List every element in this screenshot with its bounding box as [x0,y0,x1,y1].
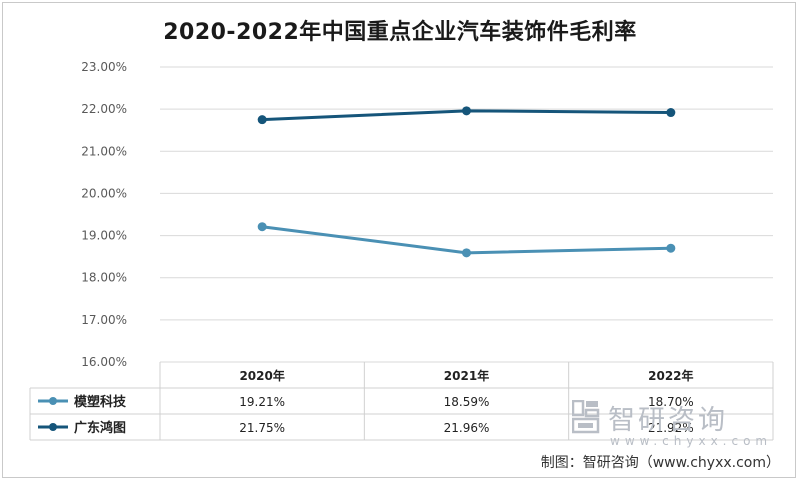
data-point [462,248,471,258]
y-tick-label: 21.00% [81,144,127,158]
value-label: 19.21% [239,395,285,409]
chart-title: 2020-2022年中国重点企业汽车装饰件毛利率 [163,20,637,45]
series-label: 模塑科技 [74,394,127,410]
y-tick-label: 16.00% [81,355,127,369]
value-label: 18.59% [444,395,490,409]
y-tick-label: 19.00% [81,229,127,243]
value-label: 21.75% [239,421,285,435]
data-point [257,222,267,232]
legend-key-marker [49,423,57,431]
data-point [666,108,676,118]
series-label: 广东鸿图 [74,420,126,436]
y-tick-label: 17.00% [81,313,127,327]
watermark-url: www.chyxx.com [610,434,773,448]
watermark-name: 智研咨询 [608,405,728,436]
watermark: 智研咨询 www.chyxx.com [572,398,784,452]
y-tick-label: 20.00% [81,186,127,200]
data-point [257,115,267,125]
category-label: 2021年 [444,368,489,383]
value-label: 18.70% [648,395,694,409]
value-label: 21.96% [444,421,490,435]
value-label: 21.92% [648,421,694,435]
source-note: 制图：智研咨询（www.chyxx.com） [540,455,780,471]
watermark-logo-icon [572,400,600,434]
legend-key-marker [49,397,57,405]
y-tick-label: 23.00% [81,60,127,74]
data-point [462,106,471,116]
y-tick-label: 18.00% [81,271,127,285]
data-point [666,243,676,253]
category-label: 2022年 [648,368,693,383]
y-tick-label: 22.00% [81,102,127,116]
category-label: 2020年 [239,368,284,383]
